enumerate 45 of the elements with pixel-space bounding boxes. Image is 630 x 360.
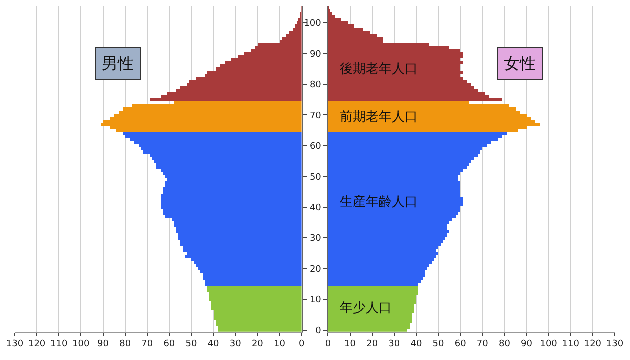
x-tick-label: 90: [98, 340, 110, 350]
x-tick-label: 110: [562, 340, 580, 350]
annotation: 後期老年人口: [340, 62, 418, 77]
y-tick-label: 60: [310, 142, 322, 152]
x-tick-label: 60: [454, 340, 467, 350]
x-tick-label: 40: [208, 340, 220, 350]
x-tick-label: 80: [498, 340, 511, 350]
annotation: 年少人口: [340, 301, 392, 316]
x-tick-label: 100: [72, 340, 90, 350]
x-tick-label: 40: [410, 340, 422, 350]
x-tick-label: 70: [142, 340, 154, 350]
x-tick-label: 130: [606, 340, 624, 350]
annotation: 生産年齢人口: [340, 194, 418, 210]
x-tick-label: 80: [120, 340, 132, 350]
annotation: 前期老年人口: [340, 110, 418, 125]
y-tick-label: 20: [310, 264, 322, 275]
x-tick-label: 0: [325, 340, 332, 350]
annotation: 女性: [504, 54, 536, 73]
x-tick-label: 130: [6, 340, 24, 350]
y-tick-label: 40: [310, 204, 322, 214]
x-tick-label: 70: [476, 340, 489, 350]
y-tick-label: 30: [310, 234, 322, 244]
x-tick-label: 30: [388, 340, 400, 350]
x-tick-label: 90: [521, 340, 533, 350]
y-tick-label: 80: [310, 80, 322, 91]
x-tick-label: 120: [584, 340, 602, 350]
x-tick-label: 30: [230, 340, 242, 350]
annotation: 男性: [102, 54, 134, 73]
x-tick-label: 100: [540, 340, 558, 350]
x-tick-label: 0: [298, 340, 305, 350]
x-tick-label: 50: [186, 340, 198, 350]
y-tick-label: 70: [310, 111, 322, 122]
y-tick-label: 0: [316, 326, 322, 336]
y-tick-label: 90: [310, 50, 322, 60]
x-tick-label: 110: [50, 340, 68, 350]
x-tick-label: 20: [366, 340, 378, 350]
x-tick-label: 50: [432, 340, 445, 350]
y-tick-label: 100: [304, 19, 322, 30]
x-tick-label: 10: [344, 340, 356, 350]
x-tick-label: 120: [28, 340, 46, 350]
x-tick-label: 20: [252, 340, 264, 350]
x-tick-label: 10: [274, 340, 286, 350]
y-tick-label: 50: [310, 172, 322, 183]
y-tick-label: 10: [310, 296, 322, 306]
x-tick-label: 60: [164, 340, 176, 350]
